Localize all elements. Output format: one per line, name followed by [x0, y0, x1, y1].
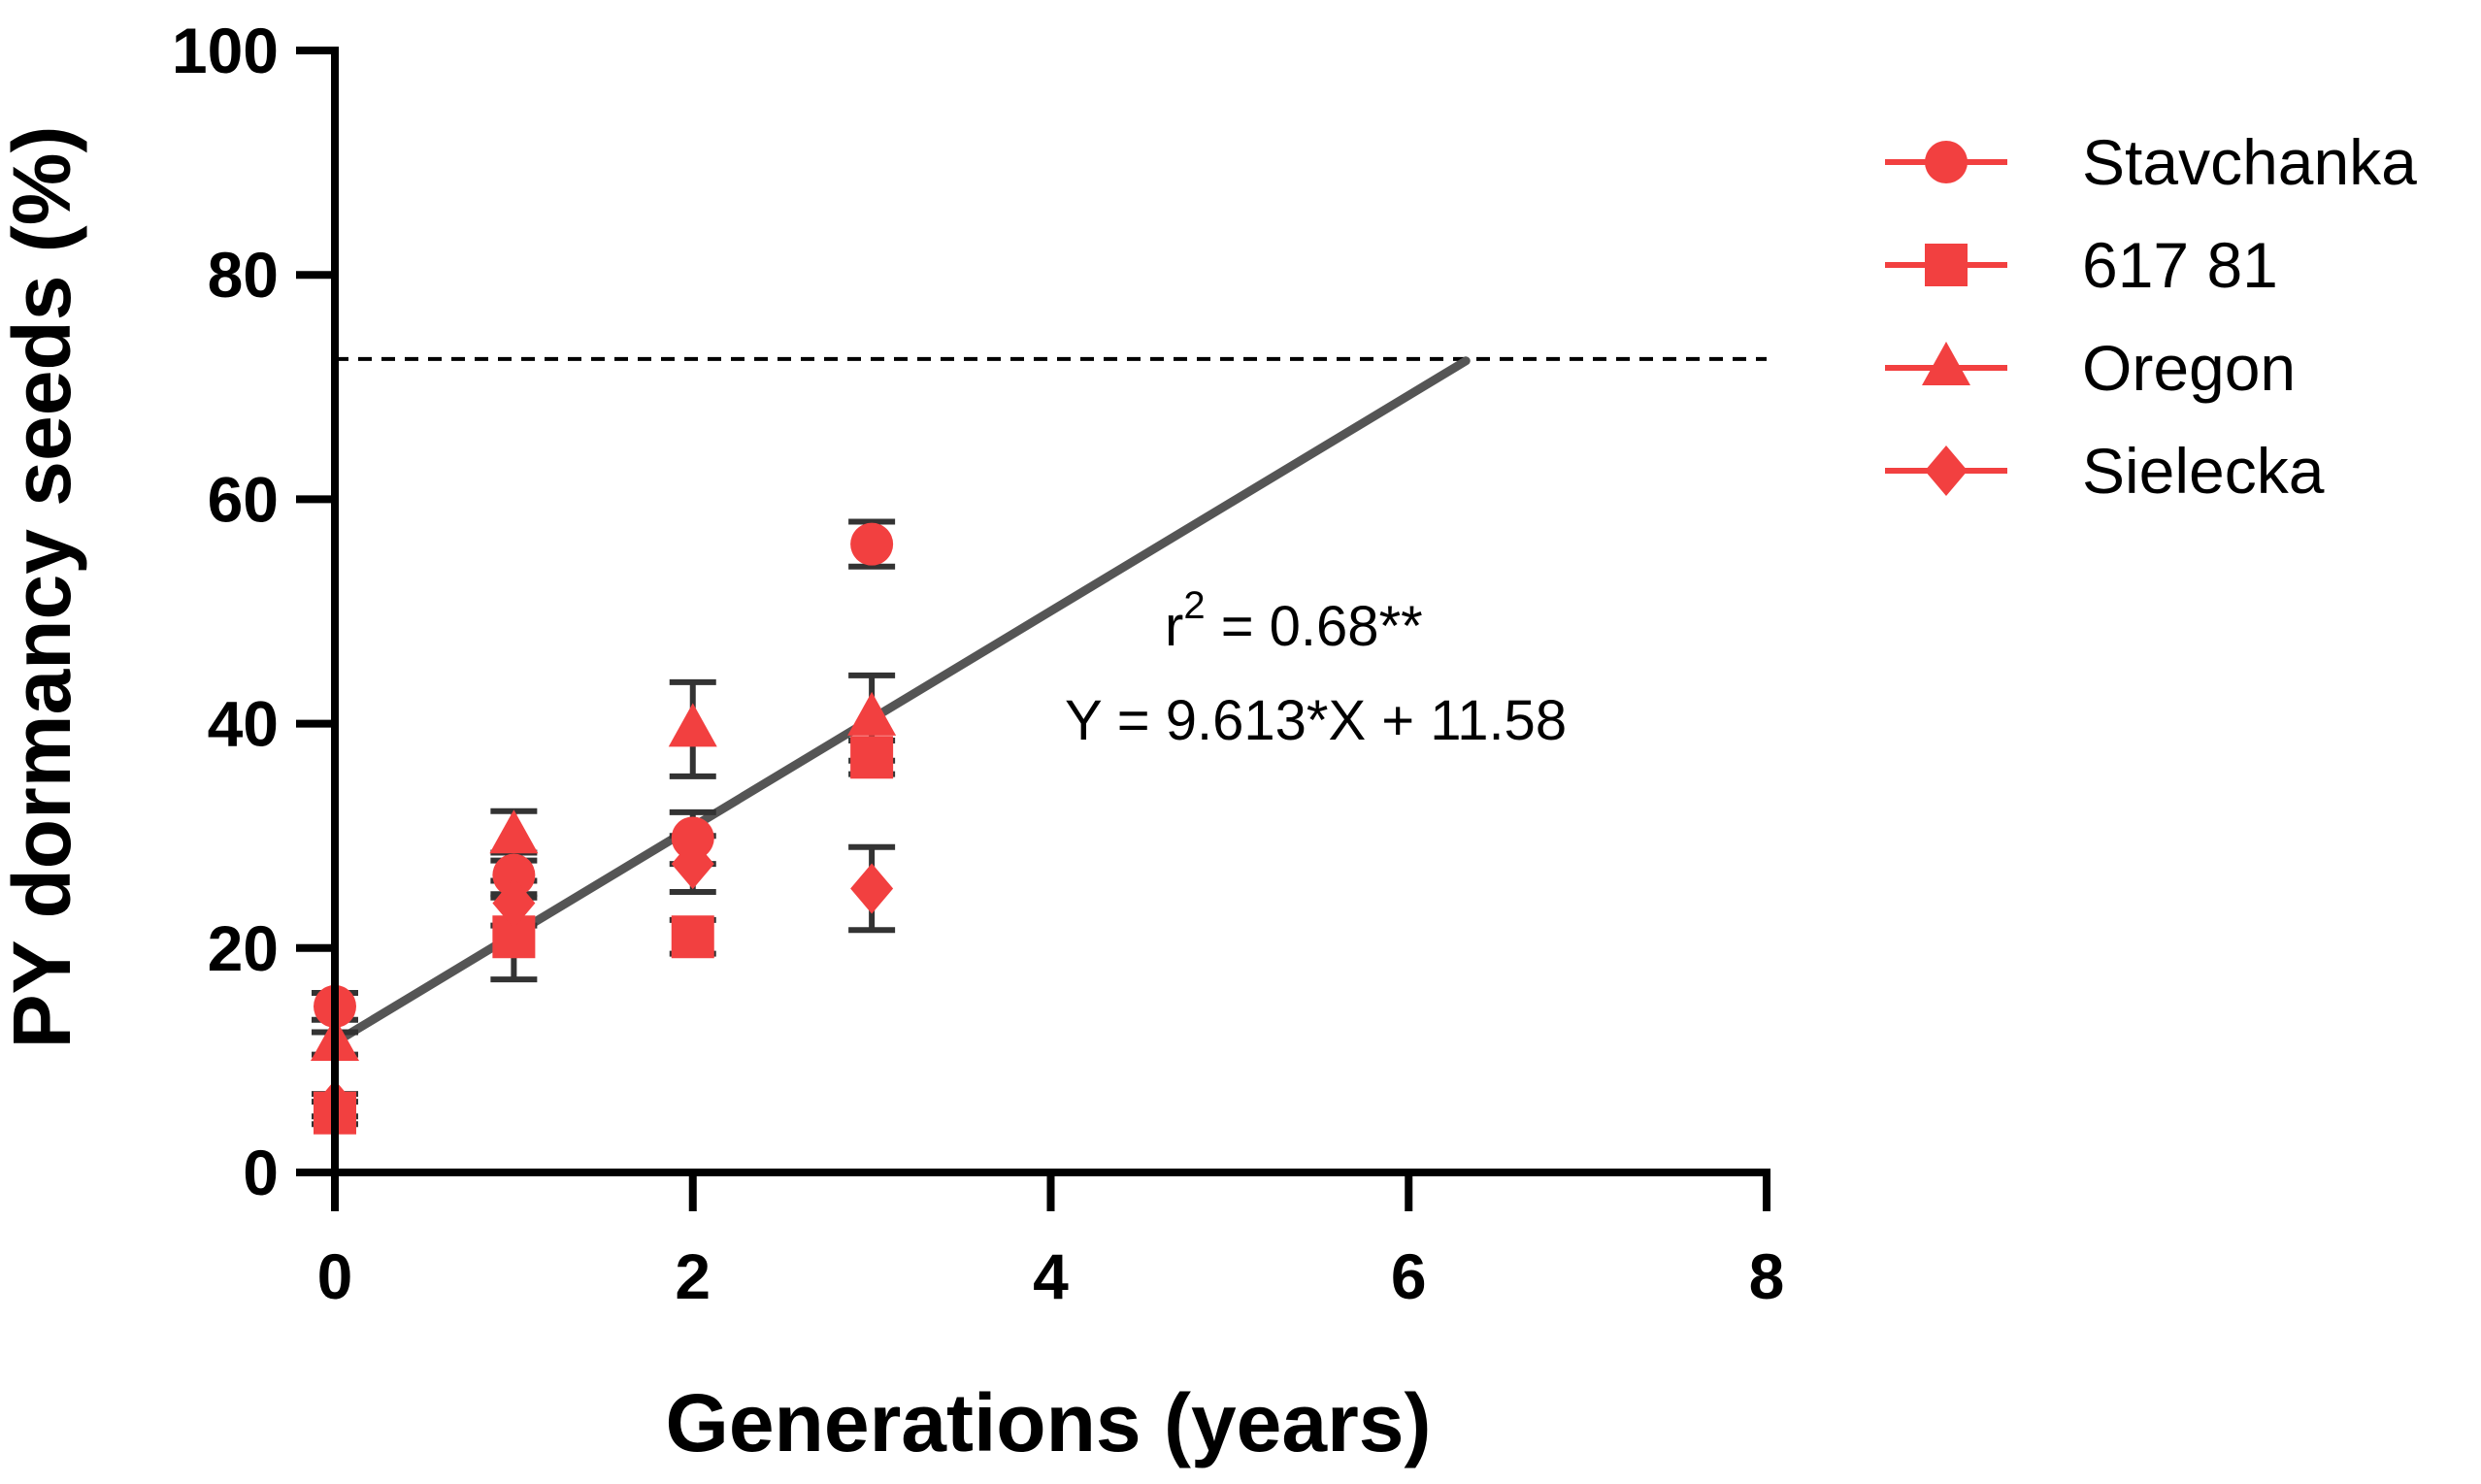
data-point-oregon-2	[668, 703, 717, 747]
data-point-sielecka-3	[850, 863, 894, 914]
legend-item-oregon: Oregon	[1885, 332, 2296, 404]
data-point-617-81-2	[671, 915, 714, 959]
x-tick-label: 6	[1391, 1240, 1427, 1312]
data-point-617-81-3	[850, 736, 894, 779]
x-tick-label: 2	[675, 1240, 711, 1312]
legend-item-stavchanka: Stavchanka	[1885, 126, 2417, 198]
legend-marker-oregon	[1922, 342, 1970, 385]
data-point-sielecka-1	[492, 877, 536, 929]
x-tick-label: 4	[1033, 1240, 1069, 1312]
y-tick-label: 40	[208, 688, 279, 760]
errorbar-layer	[312, 518, 896, 1128]
legend-label: Sielecka	[2082, 435, 2325, 507]
data-point-stavchanka-3	[850, 522, 894, 566]
y-tick-label: 100	[172, 15, 279, 86]
x-tick-label: 8	[1749, 1240, 1785, 1312]
legend-label: Stavchanka	[2082, 126, 2417, 198]
legend-marker-stavchanka	[1925, 141, 1968, 183]
legend: Stavchanka 617 81 Oregon Sielecka	[1885, 126, 2417, 507]
legend-marker-sielecka	[1925, 445, 1968, 496]
axes: 0 20 40 60 80 100 0 2 4 6 8	[172, 15, 1784, 1312]
regression-equation: Y = 9.613*X + 11.58	[1065, 689, 1567, 752]
data-point-stavchanka-1	[492, 853, 536, 897]
y-tick-label: 60	[208, 463, 279, 535]
data-point-oregon-1	[489, 809, 539, 854]
y-axis-title: PY dormancy seeds (%)	[0, 126, 87, 1049]
legend-marker-617-81	[1925, 244, 1968, 286]
data-point-sielecka-2	[671, 839, 714, 890]
legend-item-617-81: 617 81	[1885, 229, 2278, 301]
y-tick-label: 0	[243, 1137, 279, 1208]
x-tick-label: 0	[317, 1240, 353, 1312]
r-squared-power: 2	[1183, 584, 1205, 627]
x-axis-title: Generations (years)	[666, 1377, 1432, 1468]
r-squared-symbol: r	[1165, 595, 1183, 658]
legend-label: 617 81	[2082, 229, 2278, 301]
y-tick-label: 20	[208, 912, 279, 984]
r-squared-value: = 0.68**	[1206, 595, 1423, 658]
marker-layer	[311, 522, 897, 1135]
y-tick-label: 80	[208, 239, 279, 311]
data-point-stavchanka-2	[671, 816, 714, 860]
r-squared-annotation: r2 = 0.68**	[1165, 584, 1423, 658]
legend-label: Oregon	[2082, 332, 2296, 404]
legend-item-sielecka: Sielecka	[1885, 435, 2325, 507]
data-point-oregon-3	[847, 691, 897, 736]
